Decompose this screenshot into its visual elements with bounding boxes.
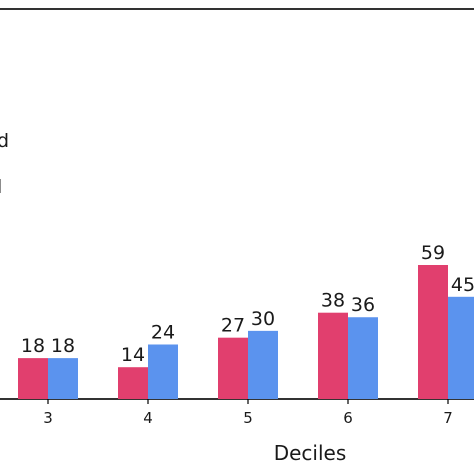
value-label-6-series-1: 36 [351,294,375,316]
x-tick-label-5: 5 [243,409,253,427]
legend-label-series-1: l [0,176,2,198]
value-label-4-series-1: 24 [151,321,175,343]
value-labels-group: 18 18 14 24 27 30 38 36 59 45 [21,242,474,366]
bar-4-series-1 [148,344,178,399]
bar-6-series-1 [348,317,378,399]
value-label-7-series-0: 59 [421,242,445,264]
value-label-4-series-0: 14 [121,344,145,366]
x-axis-title: Deciles [274,441,347,465]
bar-5-series-1 [248,330,278,399]
bar-7-series-1 [448,296,474,399]
value-label-3-series-1: 18 [51,335,75,357]
value-label-5-series-1: 30 [251,308,275,330]
x-tick-label-3: 3 [43,409,53,427]
bars-group [18,265,474,399]
value-label-3-series-0: 18 [21,335,45,357]
bar-3-series-1 [48,358,78,399]
x-ticks-group: 3 4 5 6 7 [43,399,453,427]
x-tick-label-7: 7 [443,409,453,427]
x-tick-label-4: 4 [143,409,153,427]
x-tick-label-6: 6 [343,409,353,427]
bar-4-series-0 [118,367,148,399]
bar-7-series-0 [418,265,448,399]
value-label-6-series-0: 38 [321,290,345,312]
value-label-7-series-1: 45 [451,274,474,296]
bar-6-series-0 [318,312,348,399]
bar-3-series-0 [18,358,48,399]
legend: d l [0,130,9,198]
value-label-5-series-0: 27 [221,315,245,337]
legend-label-series-0: d [0,130,9,152]
bar-5-series-0 [218,337,248,399]
plot-frame [0,8,474,400]
